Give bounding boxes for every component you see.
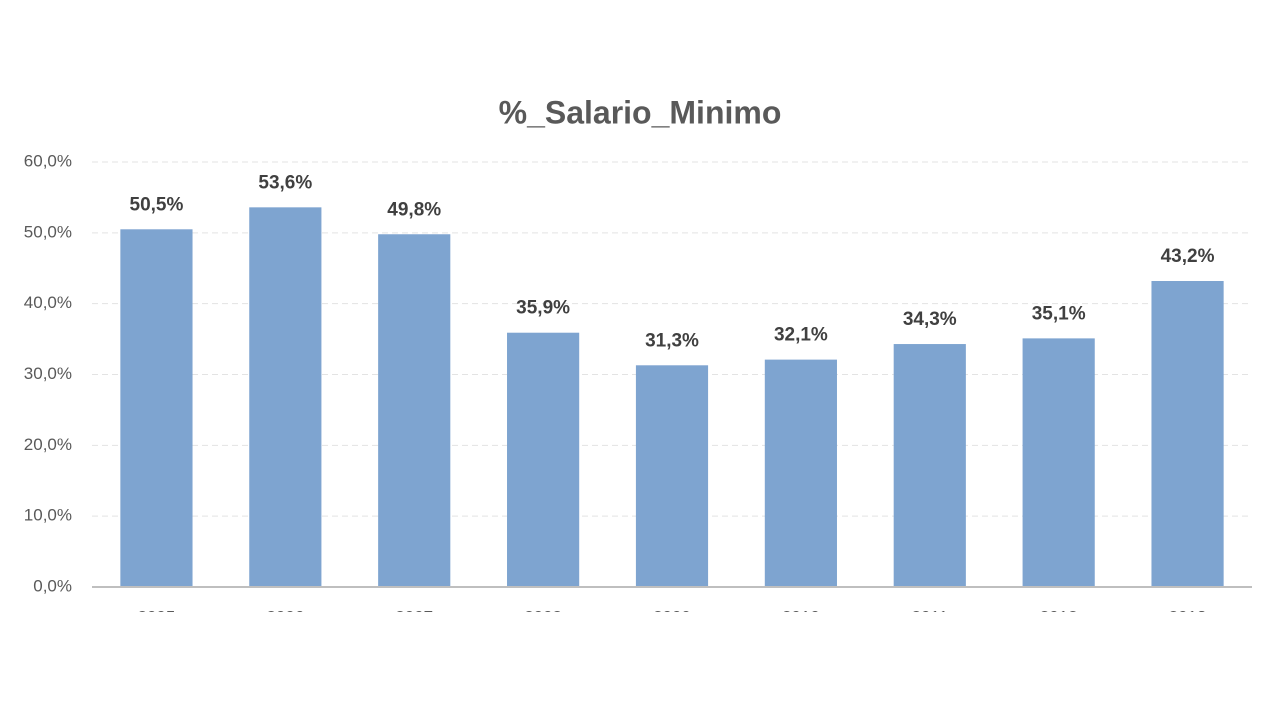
x-tick-label: 2008: [524, 607, 562, 626]
data-label: 35,1%: [1032, 303, 1086, 324]
data-label: 34,3%: [903, 309, 957, 330]
y-tick-label: 60,0%: [24, 151, 72, 170]
bar: [1022, 338, 1095, 587]
data-label: 50,5%: [130, 194, 184, 215]
data-label: 31,3%: [645, 330, 699, 351]
x-tick-label: 2010: [782, 607, 820, 626]
y-tick-label: 50,0%: [24, 222, 72, 241]
bar: [378, 234, 451, 587]
y-tick-label: 20,0%: [24, 435, 72, 454]
bar: [507, 332, 580, 587]
data-label: 32,1%: [774, 325, 828, 346]
bar: [249, 207, 322, 588]
x-tick-label: 2006: [266, 607, 304, 626]
bar: [1151, 281, 1224, 587]
x-axis-labels: 2005 2006 2007 2008 2009 2010 2011 2012 2013: [138, 607, 1207, 626]
data-label: 35,9%: [516, 298, 570, 319]
data-label: 43,2%: [1161, 246, 1215, 267]
y-tick-label: 30,0%: [24, 364, 72, 383]
chart-title: %_Salario_Minimo: [499, 94, 782, 130]
y-tick-label: 40,0%: [24, 293, 72, 312]
bar: [893, 344, 966, 587]
x-tick-label: 2011: [911, 607, 948, 626]
x-tick-label: 2012: [1040, 607, 1078, 626]
y-tick-label: 0,0%: [33, 576, 72, 595]
bar: [764, 359, 837, 587]
x-tick-label: 2013: [1169, 607, 1207, 626]
x-tick-label: 2005: [138, 607, 176, 626]
x-tick-label: 2009: [653, 607, 691, 626]
bar: [635, 365, 709, 587]
data-label: 53,6%: [258, 172, 312, 193]
data-label: 49,8%: [387, 199, 441, 220]
x-tick-label: 2007: [395, 607, 433, 626]
y-tick-label: 10,0%: [24, 506, 72, 525]
bar: [120, 229, 193, 587]
